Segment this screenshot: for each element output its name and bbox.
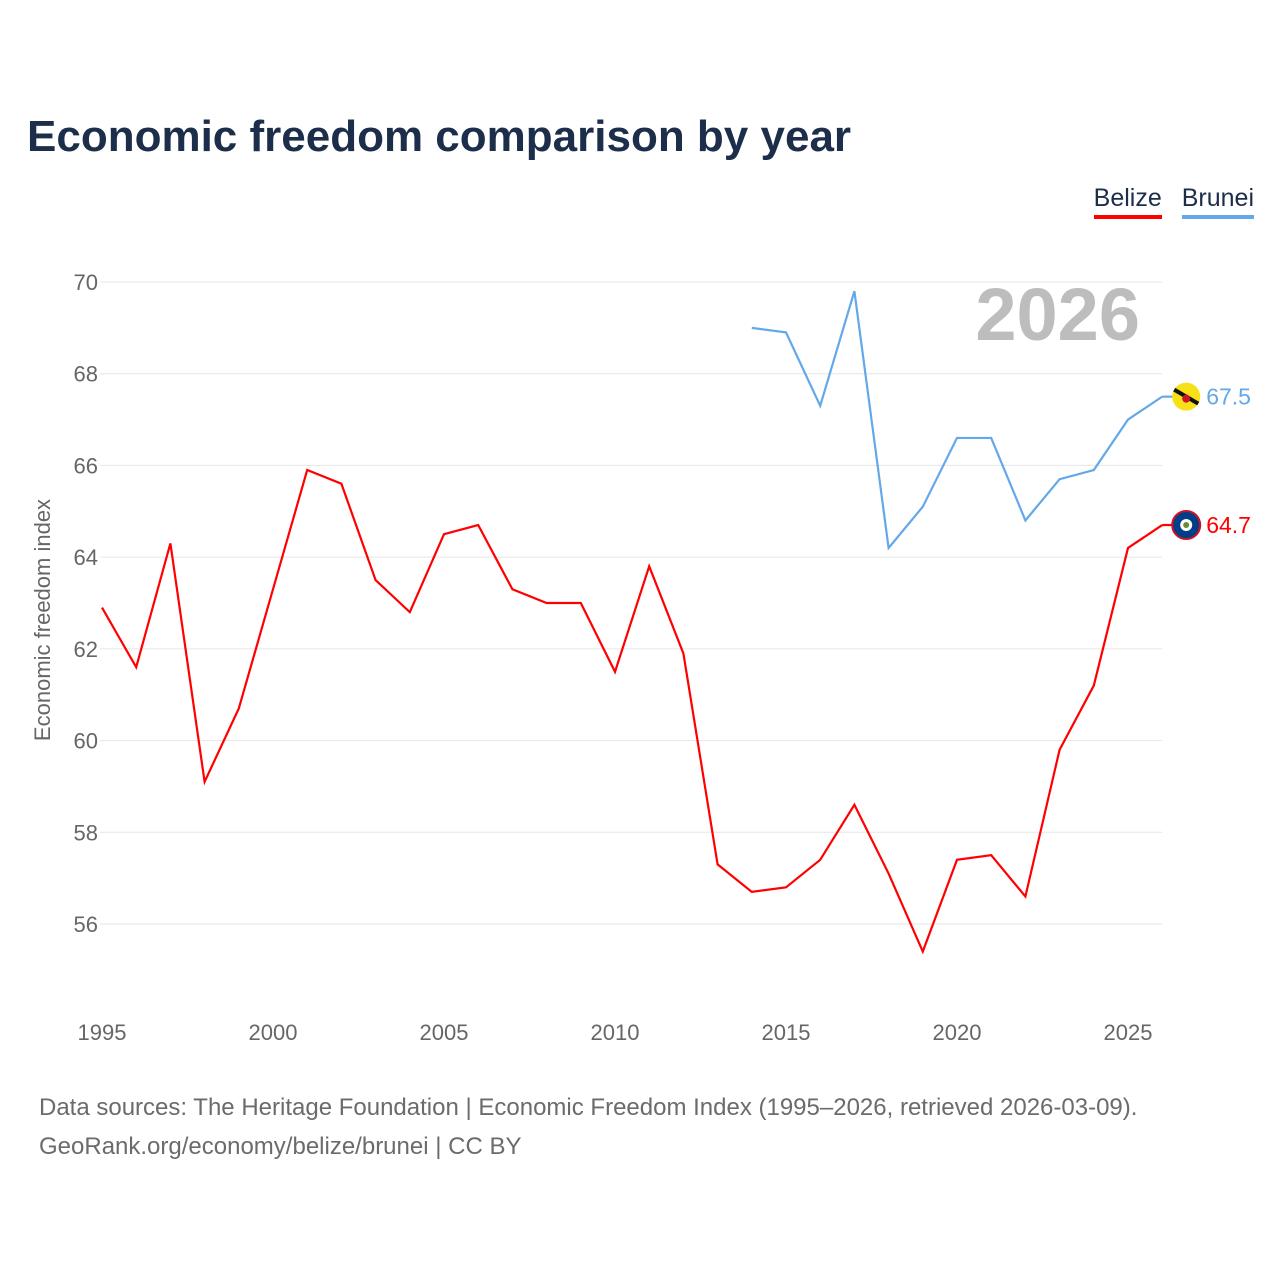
legend-belize[interactable]: Belize <box>1093 184 1162 219</box>
x-tick-label: 2000 <box>249 1020 298 1045</box>
y-tick-label: 60 <box>74 729 98 754</box>
end-value-label: 67.5 <box>1206 384 1251 410</box>
y-tick-label: 70 <box>74 270 98 295</box>
source-line-1: Data sources: The Heritage Foundation | … <box>39 1094 1138 1121</box>
x-tick-label: 2025 <box>1104 1020 1153 1045</box>
legend-brunei[interactable]: Brunei <box>1181 184 1254 219</box>
y-tick-label: 64 <box>74 545 98 570</box>
y-tick-label: 66 <box>74 453 98 478</box>
y-tick-label: 68 <box>74 362 98 387</box>
data-sources: Data sources: The Heritage Foundation | … <box>39 1088 1137 1166</box>
x-tick-label: 2020 <box>933 1020 982 1045</box>
legend: Belize Brunei <box>1093 184 1254 219</box>
year-label: 2026 <box>975 273 1140 356</box>
y-tick-label: 58 <box>74 820 98 845</box>
source-line-2[interactable]: GeoRank.org/economy/belize/brunei | CC B… <box>39 1133 522 1160</box>
x-tick-label: 1995 <box>78 1020 127 1045</box>
series-line-belize <box>101 468 1163 955</box>
series-line-brunei <box>751 290 1163 551</box>
y-tick-label: 62 <box>74 637 98 662</box>
flag-emblem-center <box>1183 522 1190 529</box>
y-tick-label: 56 <box>74 912 98 937</box>
end-value-label: 64.7 <box>1206 512 1251 538</box>
chart-title: Economic freedom comparison by year <box>27 112 852 161</box>
x-tick-label: 2010 <box>591 1020 640 1045</box>
x-tick-label: 2015 <box>762 1020 811 1045</box>
y-axis-label: Economic freedom index <box>30 499 55 741</box>
flag-emblem <box>1182 394 1191 403</box>
x-tick-label: 2005 <box>420 1020 469 1045</box>
